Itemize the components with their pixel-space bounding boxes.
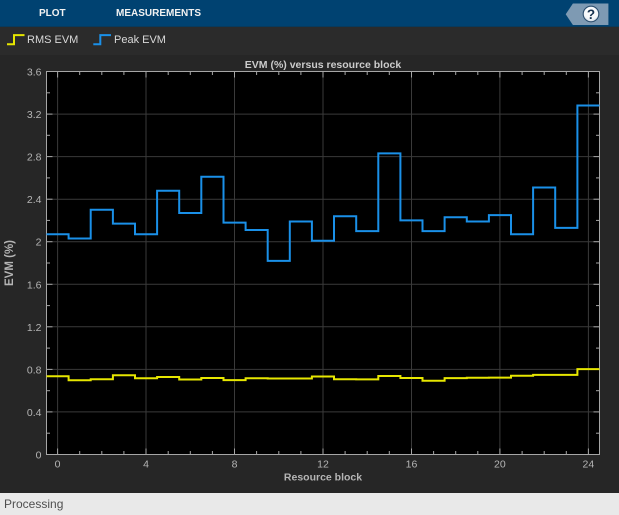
svg-text:EVM (%) versus resource block: EVM (%) versus resource block	[245, 59, 402, 71]
svg-text:0.8: 0.8	[27, 364, 42, 376]
svg-text:0: 0	[36, 450, 42, 462]
svg-text:1.2: 1.2	[27, 322, 42, 334]
svg-text:8: 8	[232, 459, 238, 471]
svg-text:4: 4	[143, 459, 149, 471]
svg-text:EVM (%): EVM (%)	[4, 240, 16, 286]
svg-text:0: 0	[55, 459, 61, 471]
svg-text:3.2: 3.2	[27, 109, 42, 121]
svg-text:12: 12	[317, 459, 329, 471]
svg-text:?: ?	[587, 7, 595, 22]
svg-text:0.4: 0.4	[27, 407, 42, 419]
svg-text:Resource block: Resource block	[284, 472, 362, 484]
svg-text:2.8: 2.8	[27, 152, 42, 164]
svg-text:16: 16	[406, 459, 418, 471]
svg-text:20: 20	[494, 459, 506, 471]
svg-text:24: 24	[583, 459, 595, 471]
svg-text:2.4: 2.4	[27, 194, 42, 206]
svg-text:1.6: 1.6	[27, 279, 42, 291]
svg-text:3.6: 3.6	[27, 67, 42, 79]
svg-text:2: 2	[36, 237, 42, 249]
